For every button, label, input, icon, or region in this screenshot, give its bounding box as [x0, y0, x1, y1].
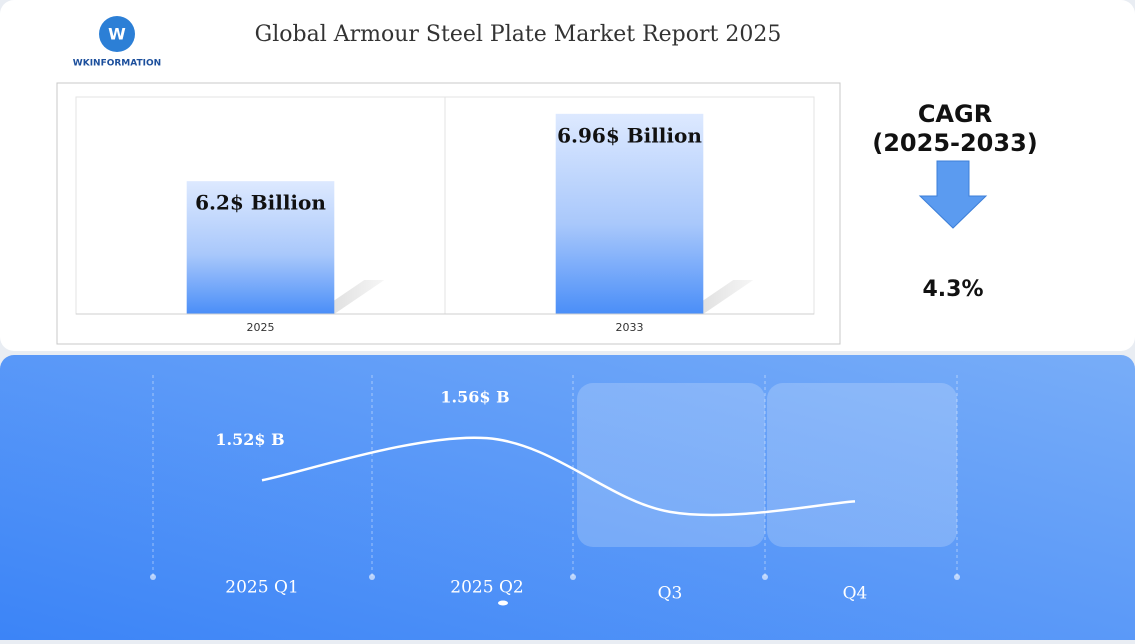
logo-mark: W — [108, 25, 126, 44]
guide-dot — [570, 574, 576, 580]
line — [261, 436, 856, 517]
x-tick-label: 2025 Q1 — [225, 578, 298, 598]
x-tick-label: Q4 — [843, 584, 868, 604]
logo-text: WKINFORMATION — [73, 59, 161, 69]
logo: W WKINFORMATION — [73, 16, 161, 69]
logo-globe — [99, 16, 135, 52]
highlight-box — [577, 383, 765, 547]
guide-dot — [150, 574, 156, 580]
bar-value-label: 6.2$ Billion — [195, 191, 326, 215]
down-arrow — [918, 160, 988, 229]
bar-value-label: 6.96$ Billion — [557, 123, 702, 147]
bar — [555, 113, 704, 314]
bottom-panel — [0, 355, 1135, 644]
quarter-decor — [577, 383, 957, 547]
x-tick-label: 2025 — [247, 321, 275, 334]
page-dot — [498, 600, 508, 606]
cagr-value: 4.3% — [922, 277, 983, 302]
cagr-label: CAGR — [918, 100, 992, 128]
guide-dot — [762, 574, 768, 580]
x-tick-label: 2025 Q2 — [450, 578, 523, 598]
guide-dot — [369, 574, 375, 580]
cagr-period: (2025-2033) — [872, 129, 1038, 157]
highlight-box — [767, 383, 957, 547]
x-tick-label: Q3 — [658, 584, 683, 604]
line-value-label: 1.52$ B — [215, 430, 284, 449]
guide-dot — [954, 574, 960, 580]
line-value-label: 1.56$ B — [440, 388, 509, 407]
bar-chart-frame — [56, 82, 841, 345]
x-tick-label: 2033 — [616, 321, 644, 334]
title: Global Armour Steel Plate Market Report … — [255, 22, 782, 47]
bar — [186, 181, 335, 314]
